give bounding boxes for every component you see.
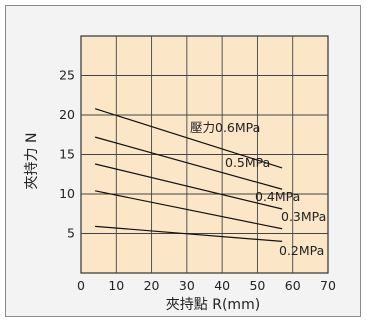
series-line <box>95 225 283 242</box>
series-line <box>94 163 283 210</box>
x-tick-label: 20 <box>144 278 160 293</box>
series-label: 0.5MPa <box>225 155 270 170</box>
chart-frame: 壓力0.6MPa 0.5MPa 0.4MPa 0.3MPa 0.2MPa 0 10 20 30… <box>5 5 361 317</box>
x-tick-label: 40 <box>214 278 230 293</box>
series-label: 0.3MPa <box>281 209 326 224</box>
x-axis-title: 夾持點 R(mm) <box>166 297 260 313</box>
series-label: 0.2MPa <box>279 243 324 258</box>
y-tick-label: 5 <box>67 226 75 241</box>
series-label: 0.4MPa <box>255 189 300 204</box>
y-tick-label: 20 <box>59 107 75 122</box>
x-tick-label: 50 <box>249 278 265 293</box>
y-axis-title: 夾持力 N <box>24 133 40 190</box>
x-tick-label: 30 <box>179 278 195 293</box>
x-tick-label: 60 <box>285 278 301 293</box>
series-line <box>94 190 283 230</box>
x-tick-label: 10 <box>108 278 124 293</box>
y-tick-label: 15 <box>59 147 75 162</box>
series-line <box>94 136 283 190</box>
series-label: 壓力0.6MPa <box>190 120 260 135</box>
series-line <box>94 108 283 169</box>
y-tick-label: 25 <box>59 68 75 83</box>
grip-force-chart: 壓力0.6MPa 0.5MPa 0.4MPa 0.3MPa 0.2MPa 0 10 20 30… <box>24 35 336 313</box>
x-tick-label: 70 <box>320 278 336 293</box>
x-tick-label: 0 <box>77 278 85 293</box>
y-tick-label: 10 <box>59 186 75 201</box>
